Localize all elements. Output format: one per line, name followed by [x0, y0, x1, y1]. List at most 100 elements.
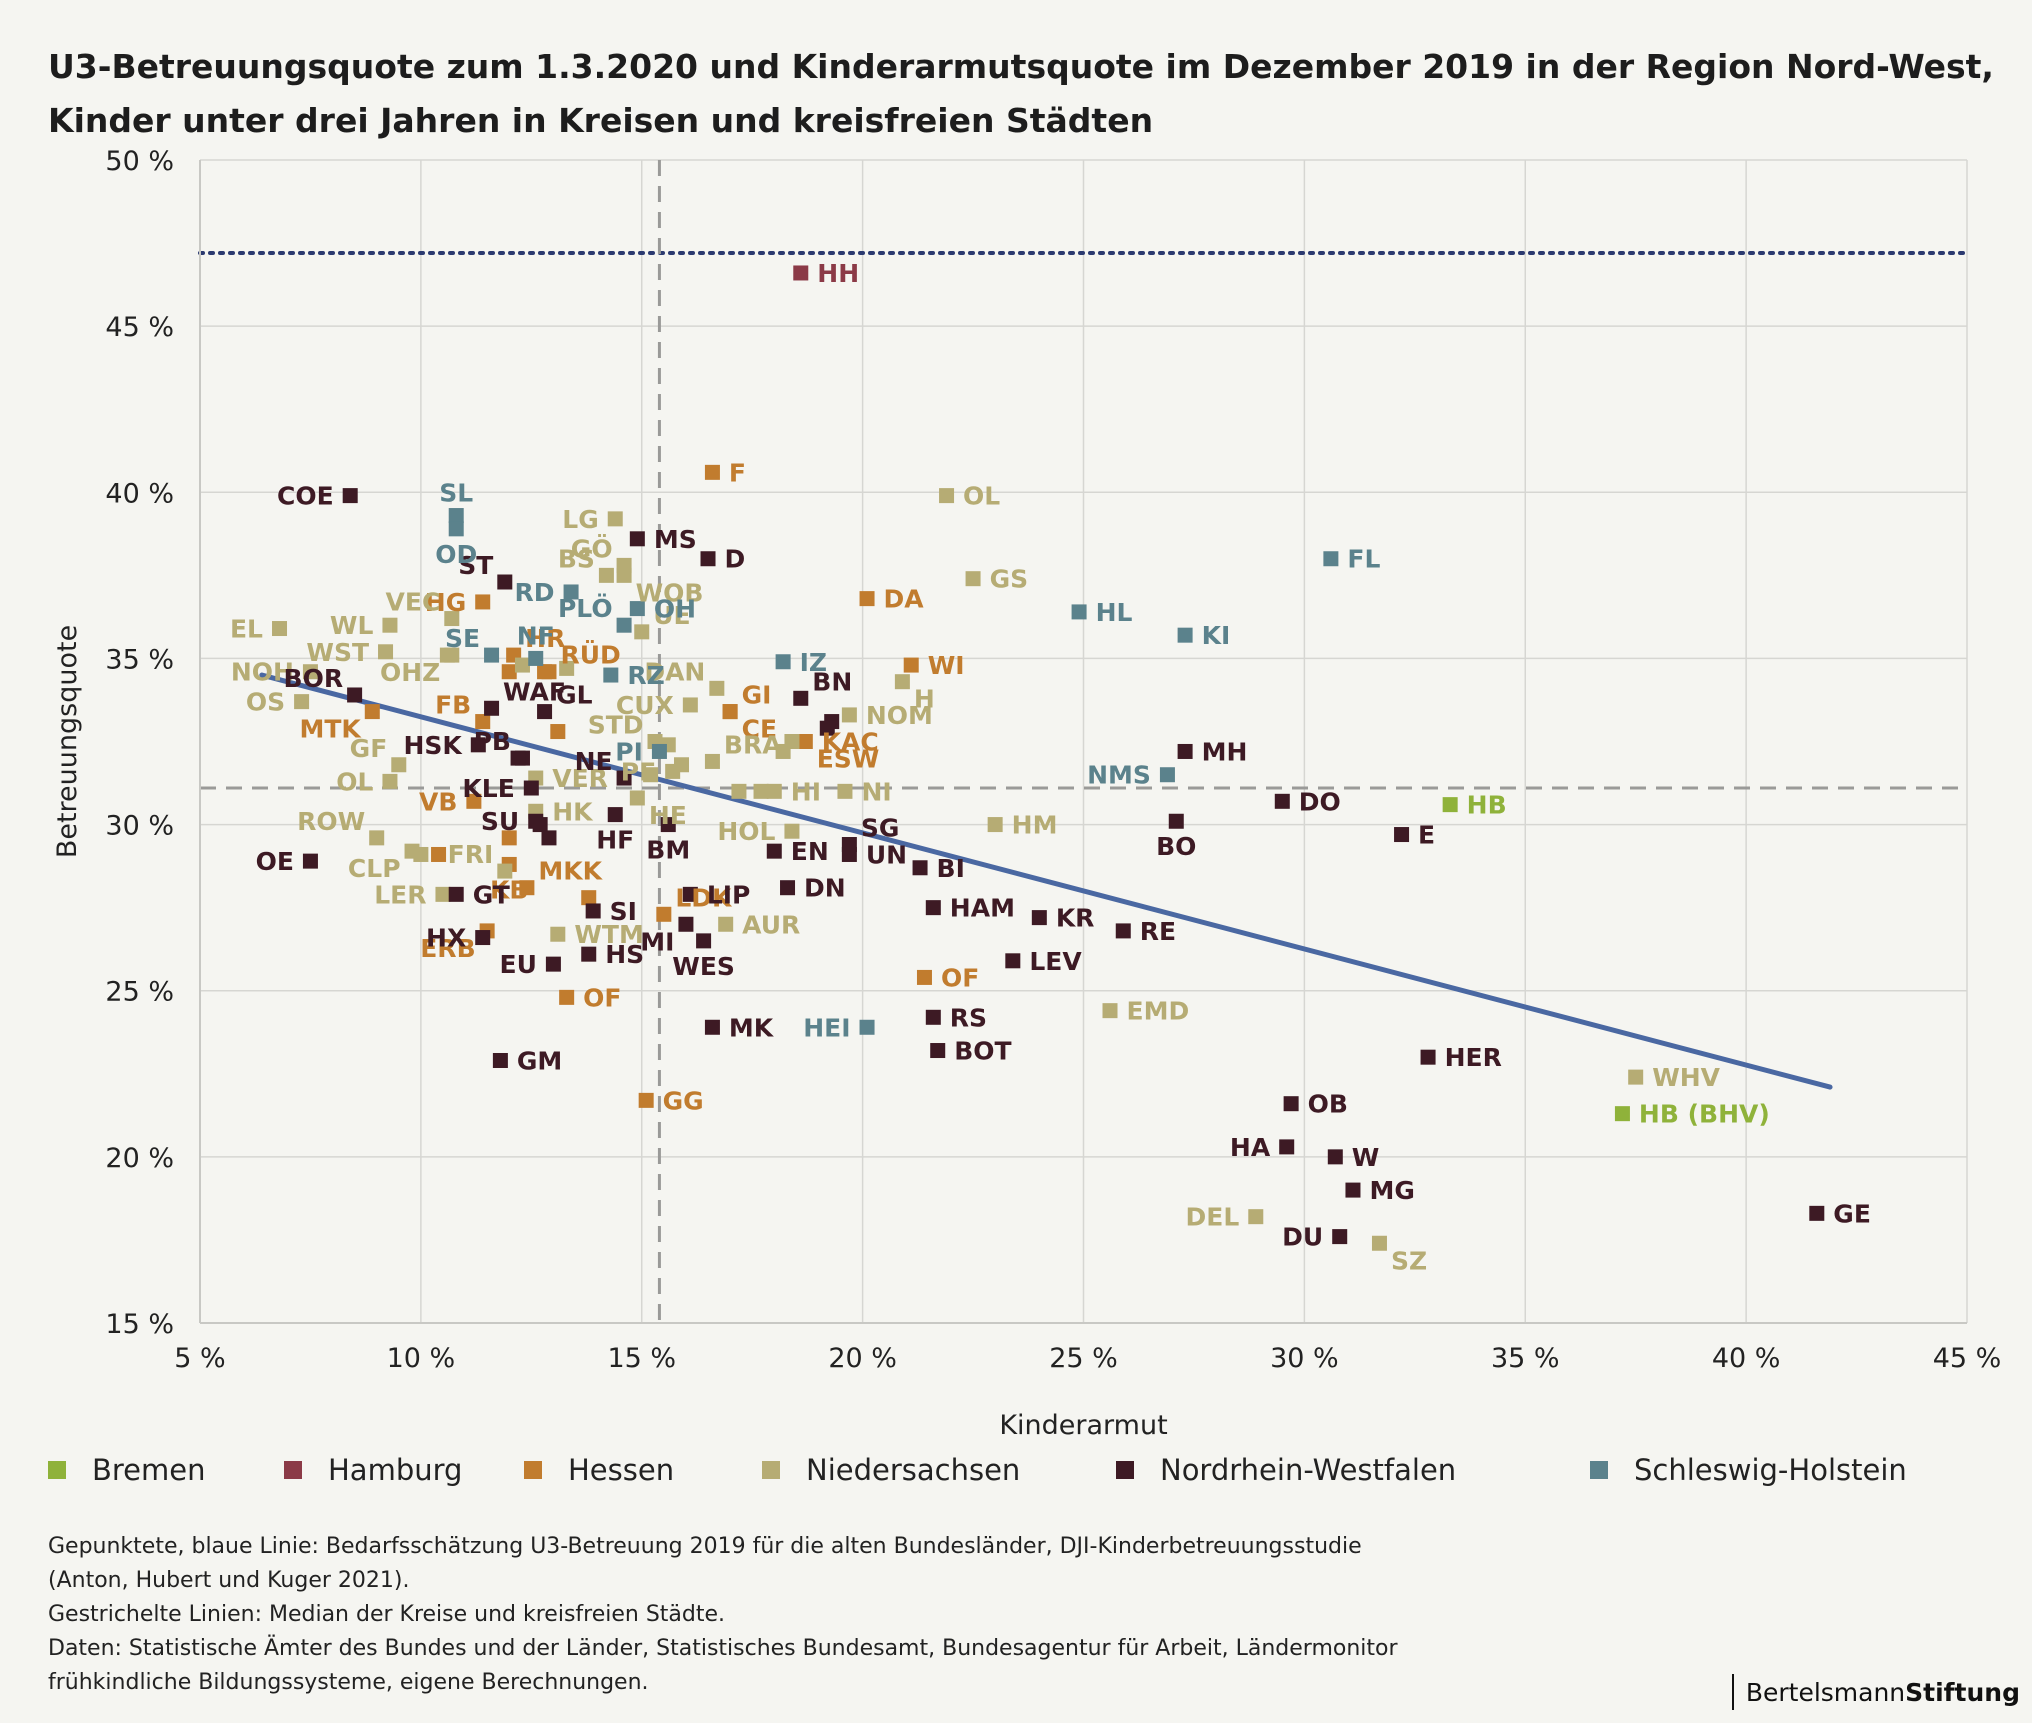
point-label: GF — [350, 734, 388, 763]
legend-swatch-nordrhein-westfalen — [1116, 1461, 1134, 1479]
x-tick-label: 25 % — [1049, 1343, 1118, 1374]
point-label: VEC — [386, 588, 441, 617]
data-point — [753, 783, 769, 799]
data-point — [369, 830, 385, 846]
legend-item-nordrhein-westfalen: Nordrhein-Westfalen — [1116, 1453, 1456, 1487]
data-point — [793, 265, 809, 281]
point-label: PLÖ — [558, 593, 613, 623]
grid-lines — [199, 159, 1968, 1324]
point-label: PE — [621, 757, 656, 786]
data-point — [559, 989, 575, 1005]
point-label: OF — [583, 983, 621, 1012]
point-label: RÜD — [560, 640, 620, 670]
point-label: OS — [246, 688, 285, 717]
data-point — [470, 737, 486, 753]
data-point — [1102, 1003, 1118, 1019]
trend-line-group — [259, 672, 1833, 1090]
data-point — [1115, 923, 1131, 939]
point-label: SU — [481, 807, 519, 836]
point-label: EN — [791, 837, 829, 866]
legend-item-niedersachsen: Niedersachsen — [762, 1453, 1020, 1487]
data-point — [837, 783, 853, 799]
point-label: COE — [277, 482, 334, 511]
data-point — [987, 817, 1003, 833]
chart-title: U3-Betreuungsquote zum 1.3.2020 und Kind… — [48, 47, 1994, 140]
data-point — [501, 664, 517, 680]
data-point — [364, 704, 380, 720]
data-point — [514, 657, 530, 673]
legend: Bremen Hamburg Hessen Niedersachsen Nord… — [48, 1453, 2008, 1503]
data-point — [784, 734, 800, 749]
point-label: MKK — [538, 857, 603, 886]
point-label: KI — [1202, 621, 1231, 650]
data-point — [475, 930, 491, 946]
data-point — [1283, 1096, 1299, 1112]
point-label: OF — [941, 963, 979, 992]
point-label: BN — [812, 667, 852, 696]
point-label: GL — [556, 681, 593, 710]
data-point — [272, 621, 288, 637]
data-point — [731, 783, 747, 799]
data-point — [475, 714, 491, 730]
data-point — [1614, 1106, 1630, 1122]
data-point — [660, 817, 676, 833]
point-label: HG — [425, 588, 466, 617]
footnotes: Gepunktete, blaue Linie: Bedarfsschätzun… — [48, 1530, 1548, 1700]
data-point — [1809, 1205, 1825, 1221]
point-label: W — [1352, 1143, 1380, 1172]
data-point — [302, 664, 318, 680]
point-label: HX — [426, 924, 466, 953]
point-label: HI — [791, 777, 821, 806]
data-point — [780, 880, 796, 896]
data-point — [347, 687, 363, 703]
data-points — [272, 265, 1825, 1251]
point-label: HOL — [717, 817, 775, 846]
point-label: GE — [1833, 1199, 1871, 1228]
data-point — [784, 823, 800, 839]
data-point — [1177, 627, 1193, 643]
x-tick-label: 35 % — [1491, 1343, 1560, 1374]
y-tick-label: 30 % — [105, 811, 174, 842]
data-point — [1005, 953, 1021, 969]
point-label: BO — [1156, 832, 1196, 861]
data-point — [294, 694, 310, 710]
point-label: OD — [435, 540, 477, 569]
data-point — [629, 531, 645, 547]
data-point — [550, 926, 566, 942]
data-point — [1345, 1182, 1361, 1198]
point-label: H — [914, 685, 935, 714]
data-point — [925, 900, 941, 916]
point-label: KR — [1056, 904, 1095, 933]
point-label: HH — [817, 259, 859, 288]
point-label: BM — [646, 836, 690, 865]
brand-bar — [1731, 1674, 1734, 1710]
legend-swatch-hessen — [524, 1461, 542, 1479]
point-label: OE — [256, 847, 294, 876]
x-tick-label: 45 % — [1933, 1343, 2002, 1374]
data-point — [841, 846, 857, 862]
x-tick-label: 20 % — [828, 1343, 897, 1374]
point-label: MH — [1202, 737, 1248, 766]
data-point — [523, 780, 539, 796]
point-label: WST — [306, 638, 369, 667]
data-point — [912, 860, 928, 876]
data-point — [585, 903, 601, 919]
legend-swatch-schleswig-holstein — [1590, 1461, 1608, 1479]
data-point — [930, 1043, 946, 1059]
point-label: VB — [419, 787, 457, 816]
legend-label-nordrhein-westfalen: Nordrhein-Westfalen — [1160, 1453, 1457, 1487]
point-label: RD — [515, 578, 555, 607]
data-point — [674, 757, 690, 773]
data-point — [651, 743, 667, 759]
point-label: IZ — [800, 648, 827, 677]
point-label: GG — [663, 1086, 704, 1115]
trend-line — [259, 672, 1833, 1090]
point-label: FRI — [448, 840, 494, 869]
legend-item-hamburg: Hamburg — [284, 1453, 462, 1487]
data-point — [1177, 743, 1193, 759]
point-label: VER — [552, 764, 608, 793]
data-point — [718, 916, 734, 932]
data-point — [448, 521, 464, 537]
brand-regular: Bertelsmann — [1745, 1677, 1906, 1707]
